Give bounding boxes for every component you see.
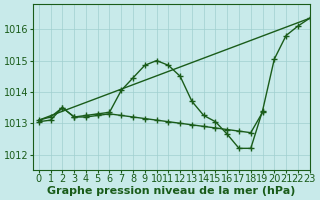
- X-axis label: Graphe pression niveau de la mer (hPa): Graphe pression niveau de la mer (hPa): [47, 186, 295, 196]
